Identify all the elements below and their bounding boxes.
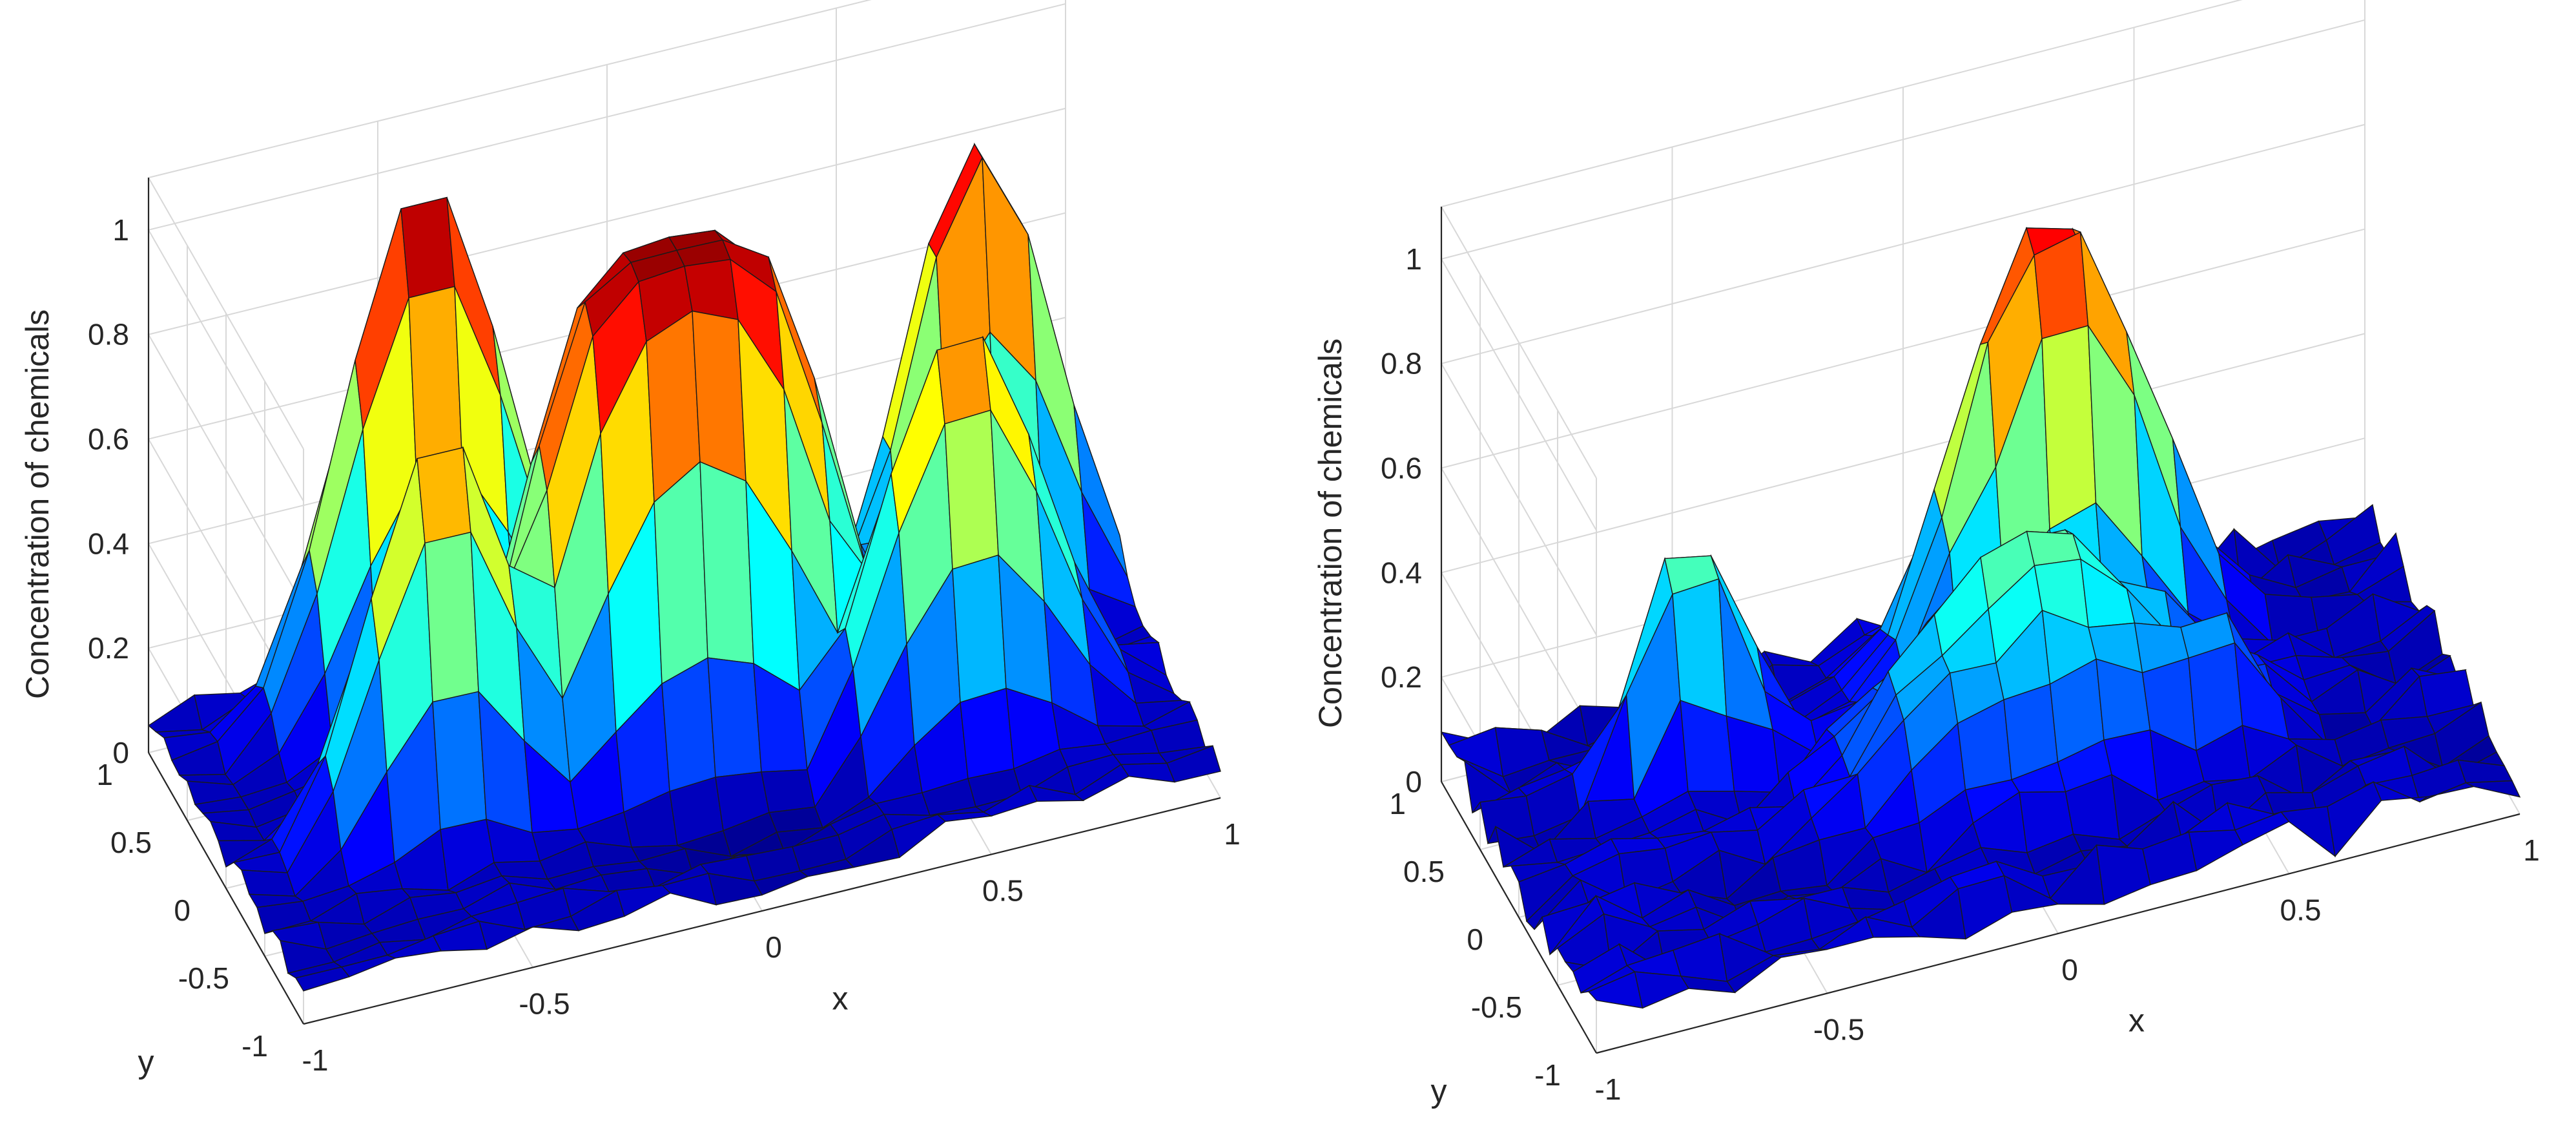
surface-patch (432, 691, 487, 830)
y-tick-label: 0.5 (110, 826, 152, 859)
z-tick-label: 0.4 (1381, 556, 1422, 589)
z-tick-label: 0.8 (1381, 347, 1422, 381)
surface-patch (1112, 752, 1168, 766)
z-tick-label: 1 (112, 213, 129, 247)
surface-patch (2466, 780, 2521, 798)
surface-patch (417, 446, 471, 544)
z-tick-label: 0.4 (88, 527, 129, 560)
z-tick-label: 0.8 (88, 318, 129, 351)
surface-patch (1672, 578, 1727, 717)
y-tick-label: 1 (96, 758, 113, 791)
x-tick-label: 0 (765, 930, 782, 964)
x-tick-label: 0 (2061, 953, 2078, 987)
y-tick-label: 1 (1389, 787, 1406, 820)
surface-patch (1634, 971, 1690, 1009)
y-tick-label: 0 (174, 893, 191, 927)
x-axis-line (303, 797, 1221, 1025)
surface-patch (2041, 325, 2097, 530)
surface-patch (147, 694, 203, 733)
surface-patch (1120, 762, 1176, 783)
y-tick-label: -0.5 (178, 961, 229, 995)
surface-patch (424, 531, 479, 703)
surface-patch (761, 769, 816, 813)
axes: -1-0.500.51-1-0.500.5100.20.40.60.81xyCo… (1312, 207, 2540, 1109)
surface-plot-right-svg: -1-0.500.51-1-0.500.5100.20.40.60.81xyCo… (1312, 0, 2540, 1109)
y-tick-label: -1 (1534, 1058, 1561, 1092)
surface-patch (2188, 830, 2243, 872)
surface-patch (2096, 844, 2151, 905)
surface-patch (654, 461, 708, 685)
z-tick-label: 1 (1405, 242, 1422, 276)
y-axis-label: y (1431, 1073, 1447, 1109)
y-tick-label: 0.5 (1403, 855, 1445, 888)
surface-patch (2457, 759, 2513, 784)
y-tick-label: -1 (242, 1029, 268, 1063)
surface-patch (1166, 745, 1221, 783)
x-tick-label: -1 (302, 1043, 329, 1077)
y-axis-label: y (138, 1044, 154, 1080)
surface-patch (952, 554, 1007, 704)
surface-patch (944, 409, 999, 570)
surface-plot-right: -1 -0.5 0 0.5 1 -1 -0.5 0 0.5 1 0 0.2 0.4 0.6 0.8 1 x y Co… (1288, 0, 2576, 1128)
y-tick-label: 0 (1467, 923, 1483, 956)
y-tick-label: -0.5 (1471, 990, 1522, 1024)
x-axis-line (1596, 813, 2520, 1054)
x-tick-label: 1 (2523, 833, 2540, 867)
z-tick-label: 0 (112, 736, 129, 769)
x-axis-label: x (2128, 1003, 2145, 1039)
surface-patch (2280, 806, 2336, 857)
surface-plot-left-svg: -1-0.500.51-1-0.500.5100.20.40.60.81xyCo… (19, 0, 1241, 1080)
z-tick-label: 0.2 (1381, 660, 1422, 694)
surface-patch (699, 461, 754, 664)
x-axis-label: x (832, 981, 849, 1017)
x-tick-label: -0.5 (1813, 1013, 1864, 1047)
z-tick-label: 0.6 (1381, 452, 1422, 485)
surface-patch (692, 310, 747, 482)
surface-patch (400, 196, 455, 298)
surface-patch (241, 870, 296, 897)
x-tick-label: -0.5 (519, 987, 570, 1021)
x-tick-label: 0.5 (2280, 893, 2322, 927)
x-tick-label: -1 (1595, 1072, 1622, 1106)
x-tick-label: 1 (1224, 817, 1241, 851)
surface-patch (936, 336, 991, 425)
axes: -1-0.500.51-1-0.500.5100.20.40.60.81xyCo… (19, 178, 1241, 1080)
surface-patch (960, 687, 1015, 779)
x-tick-label: 0.5 (982, 874, 1024, 908)
z-tick-label: 0.6 (88, 423, 129, 456)
surface (147, 142, 1221, 992)
z-tick-label: 0 (1405, 765, 1422, 799)
surface-patch (616, 884, 672, 917)
surface-patch (1764, 651, 1819, 667)
z-axis-label: Concentration of chemicals (19, 309, 56, 699)
y-axis-line (148, 752, 304, 1025)
surface-patch (707, 657, 762, 778)
y-axis-line (1441, 781, 1597, 1054)
z-tick-label: 0.2 (88, 631, 129, 665)
surface-plot-left: -1 -0.5 0 0.5 1 -1 -0.5 0 0.5 1 0 0.2 0.4 0.6 0.8 1 x y Co… (19, 0, 1241, 1080)
surface (1440, 226, 2521, 1009)
z-axis-label: Concentration of chemicals (1312, 339, 1348, 728)
